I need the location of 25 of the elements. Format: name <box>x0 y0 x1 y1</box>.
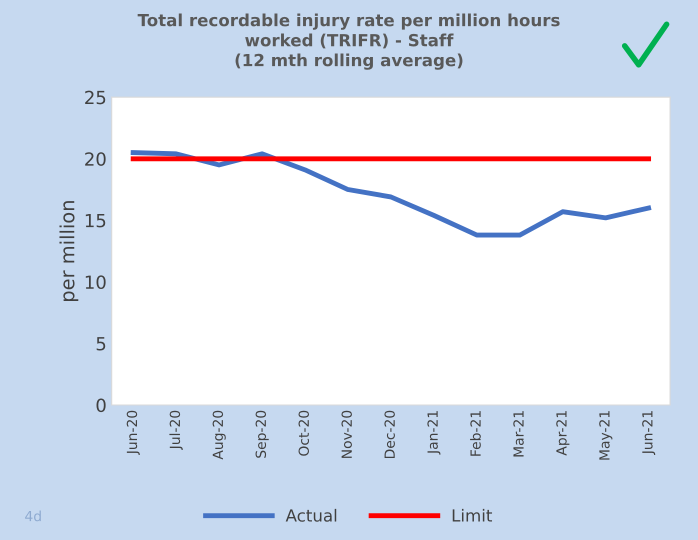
line-series <box>130 150 652 238</box>
x-tick-label: Jun-21 <box>642 411 656 455</box>
x-tick-label: May-21 <box>599 411 612 460</box>
x-tick-label: Oct-20 <box>298 410 309 456</box>
x-tick-label: Dec-20 <box>384 410 395 458</box>
chart-title: Total recordable injury rate per million hours worked (TRIFR) - Staff (12 mth rolling average) <box>138 14 560 70</box>
y-axis-title: per million <box>59 201 78 301</box>
y-tick-label: 5 <box>96 337 106 351</box>
legend-label: Actual <box>286 508 336 522</box>
x-tick-label: Jan-21 <box>427 411 440 455</box>
y-tick-label: 25 <box>85 90 106 104</box>
x-tick-label: Jul-20 <box>169 410 183 450</box>
x-tick-label: Sep-20 <box>256 410 269 458</box>
y-tick-label: 10 <box>86 275 106 289</box>
x-tick-label: Nov-20 <box>341 410 352 458</box>
x-tick-label: Apr-21 <box>556 411 570 456</box>
x-tick-label: Aug-20 <box>212 410 226 460</box>
y-tick-label: 0 <box>96 398 106 412</box>
x-tick-label: Mar-21 <box>513 411 524 456</box>
text: 4d <box>25 510 41 522</box>
y-tick-label: 15 <box>86 214 106 228</box>
legend-label: Limit <box>452 508 492 522</box>
y-tick-label: 20 <box>85 152 106 166</box>
x-tick-label: Feb-21 <box>470 411 481 456</box>
x-tick-label: Jun-20 <box>126 410 140 455</box>
